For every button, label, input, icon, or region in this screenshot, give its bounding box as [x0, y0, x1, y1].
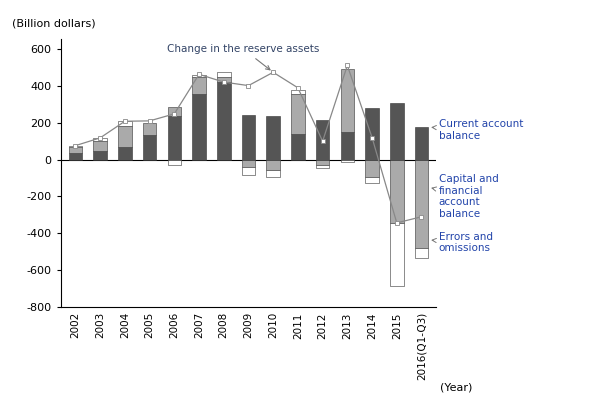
- Bar: [93, 151, 107, 160]
- Bar: [118, 121, 132, 126]
- Bar: [267, 160, 280, 170]
- Bar: [365, 177, 379, 183]
- Bar: [217, 82, 230, 160]
- Bar: [143, 135, 156, 160]
- Bar: [415, 160, 428, 248]
- Bar: [365, 108, 379, 160]
- Bar: [316, 120, 330, 160]
- Bar: [167, 107, 181, 117]
- Bar: [267, 170, 280, 177]
- Bar: [316, 165, 330, 168]
- Bar: [118, 126, 132, 147]
- Bar: [267, 115, 280, 160]
- Text: (Billion dollars): (Billion dollars): [12, 19, 95, 29]
- Bar: [291, 93, 305, 134]
- Bar: [118, 147, 132, 160]
- Bar: [192, 76, 206, 94]
- Bar: [341, 132, 354, 160]
- Bar: [341, 69, 354, 132]
- Bar: [68, 147, 82, 153]
- Text: Capital and
financial
account
balance: Capital and financial account balance: [432, 174, 499, 219]
- Bar: [242, 115, 255, 160]
- Bar: [167, 160, 181, 165]
- Bar: [242, 160, 255, 167]
- Bar: [415, 248, 428, 258]
- Text: (Year): (Year): [440, 382, 473, 392]
- Text: Change in the reserve assets: Change in the reserve assets: [167, 44, 320, 70]
- Bar: [390, 223, 404, 286]
- Bar: [390, 103, 404, 160]
- Bar: [68, 153, 82, 160]
- Bar: [365, 160, 379, 177]
- Text: Current account
balance: Current account balance: [432, 119, 523, 141]
- Bar: [217, 72, 230, 77]
- Text: Errors and
omissions: Errors and omissions: [432, 232, 493, 253]
- Bar: [93, 141, 107, 151]
- Bar: [192, 75, 206, 76]
- Bar: [167, 117, 181, 160]
- Bar: [415, 127, 428, 160]
- Bar: [341, 160, 354, 162]
- Bar: [242, 167, 255, 175]
- Bar: [291, 134, 305, 160]
- Bar: [291, 90, 305, 93]
- Bar: [192, 94, 206, 160]
- Bar: [93, 138, 107, 141]
- Bar: [390, 160, 404, 223]
- Bar: [68, 146, 82, 147]
- Bar: [217, 77, 230, 82]
- Bar: [316, 160, 330, 165]
- Bar: [143, 123, 156, 135]
